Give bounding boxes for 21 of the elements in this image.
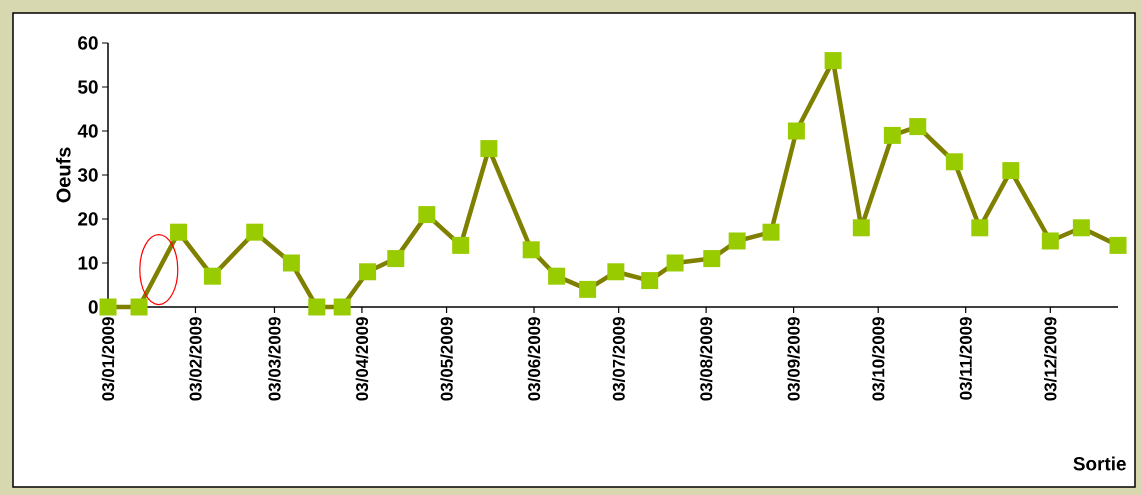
x-tick-label: 03/07/2009 bbox=[612, 317, 625, 401]
y-tick-label: 50 bbox=[78, 80, 98, 94]
x-axis-title: Sortie bbox=[1073, 456, 1126, 471]
x-tick-label: 03/06/2009 bbox=[527, 317, 541, 401]
x-tick-label: 03/03/2009 bbox=[268, 317, 281, 401]
x-tick-label: 03/05/2009 bbox=[440, 317, 453, 401]
y-axis-title: Oeufs bbox=[55, 147, 71, 203]
y-tick-label: 60 bbox=[78, 36, 98, 50]
x-tick-label: 03/01/2009 bbox=[101, 317, 115, 401]
x-tick-label: 03/12/2009 bbox=[1044, 317, 1057, 401]
x-tick-label: 03/04/2009 bbox=[355, 317, 369, 401]
x-tick-label: 03/02/2009 bbox=[189, 317, 202, 401]
y-tick-label: 30 bbox=[77, 168, 98, 182]
x-tick-label: 03/08/2009 bbox=[699, 317, 713, 401]
x-tick-label: 03/09/2009 bbox=[787, 317, 800, 401]
x-tick-label: 03/11/2009 bbox=[959, 317, 972, 400]
y-tick-label: 40 bbox=[77, 124, 98, 138]
x-tick-label: 03/10/2009 bbox=[871, 317, 885, 401]
y-tick-label: 0 bbox=[88, 300, 98, 314]
y-tick-label: 20 bbox=[78, 212, 98, 226]
y-tick-label: 10 bbox=[78, 256, 98, 270]
